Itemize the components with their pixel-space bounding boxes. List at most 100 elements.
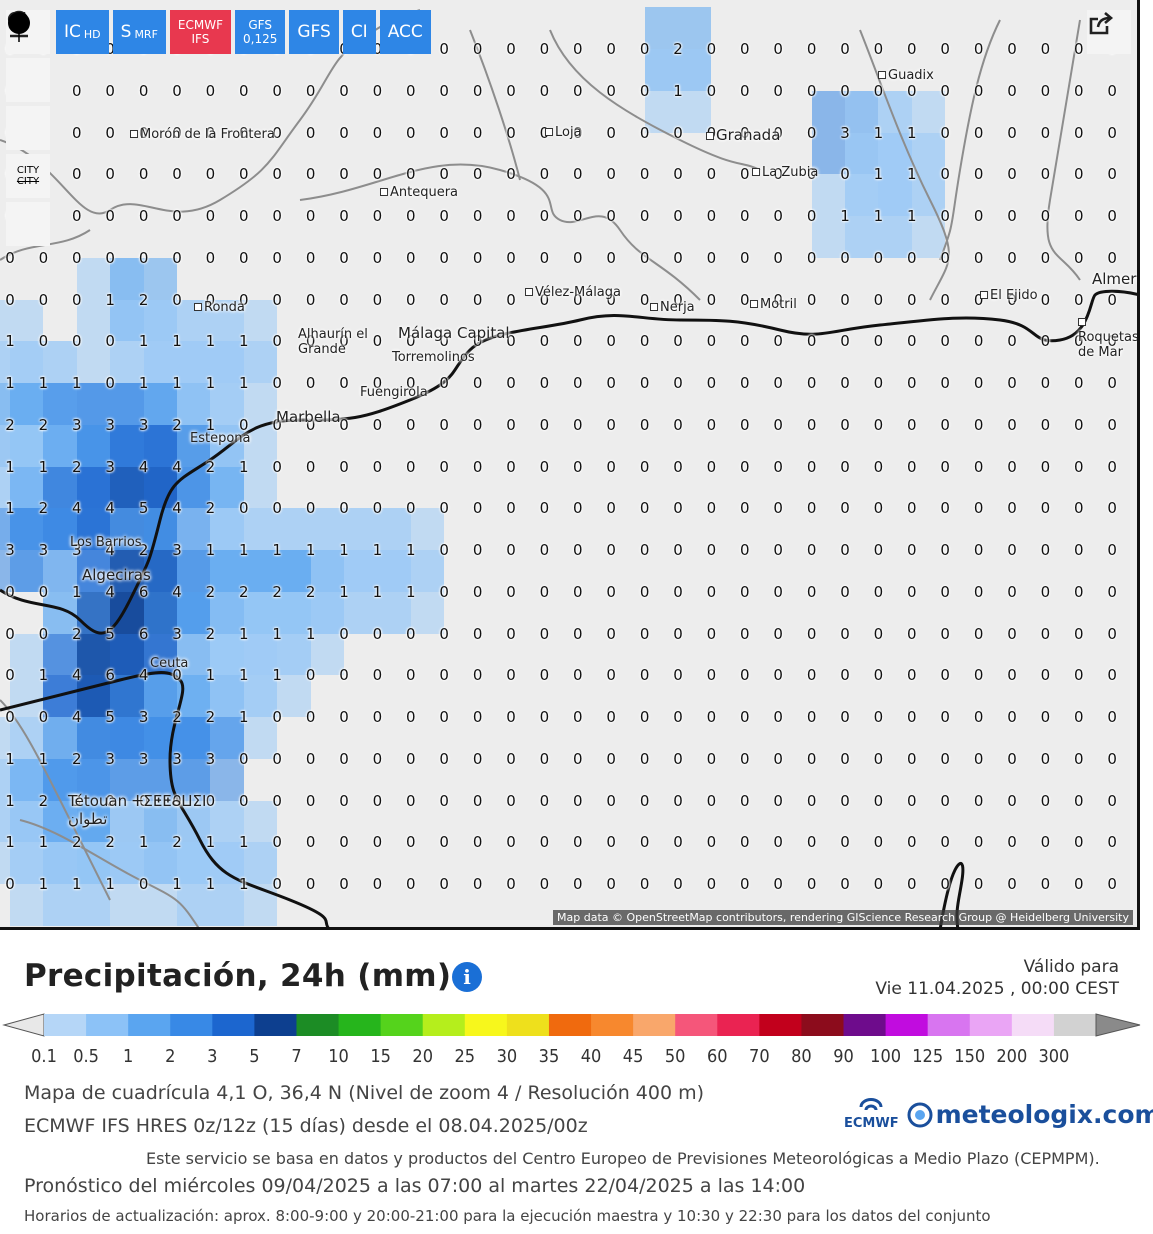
- color-scale: [2, 1013, 1141, 1037]
- grid-value: 0: [1107, 123, 1117, 142]
- grid-value: 0: [1040, 81, 1051, 100]
- grid-value: 0: [639, 415, 650, 434]
- grid-value: 0: [606, 415, 616, 434]
- grid-value: 4: [138, 457, 149, 476]
- grid-value: 0: [472, 207, 483, 225]
- model-button-gfs-0125[interactable]: GFS 0,125: [235, 10, 286, 54]
- scale-label: 100: [870, 1046, 902, 1067]
- grid-value: 0: [506, 207, 516, 225]
- grid-value: 0: [305, 457, 316, 476]
- info-icon[interactable]: i: [452, 962, 482, 992]
- grid-value: 6: [105, 666, 115, 685]
- grid-value: 0: [506, 708, 516, 726]
- grid-value: 0: [940, 541, 950, 559]
- grid-value: 0: [740, 207, 750, 225]
- grid-value: 0: [305, 207, 316, 225]
- update-info: Horarios de actualización: aprox. 8:00-9…: [24, 1207, 991, 1225]
- grid-value: 0: [773, 499, 783, 518]
- grid-value: 0: [506, 332, 516, 351]
- city-toggle-button[interactable]: CITY CITY: [6, 154, 50, 198]
- grid-value: 0: [773, 165, 783, 184]
- grid-value: 0: [840, 165, 850, 184]
- grid-value: 0: [1007, 666, 1017, 685]
- grid-value: 0: [506, 791, 516, 810]
- grid-value: 6: [138, 582, 149, 601]
- grid-value: 0: [506, 541, 516, 559]
- grid-value: 0: [172, 123, 182, 142]
- grid-value: 0: [940, 457, 950, 476]
- grid-value: 1: [38, 666, 49, 685]
- zoom-button[interactable]: [6, 11, 50, 150]
- grid-value: 0: [406, 123, 416, 142]
- model-button-acc[interactable]: ACC: [379, 10, 431, 54]
- grid-value: 2: [205, 457, 216, 476]
- model-button-s-mrf[interactable]: S MRF: [112, 10, 166, 54]
- grid-value: 1: [38, 374, 49, 392]
- model-button-ic-hd[interactable]: IC HD: [56, 10, 109, 54]
- ecmwf-logo[interactable]: ECMWF: [844, 1098, 899, 1131]
- model-button-gfs[interactable]: GFS: [289, 10, 339, 54]
- share-button[interactable]: [1087, 10, 1131, 54]
- grid-value: 1: [305, 541, 316, 559]
- grid-value: 0: [639, 541, 650, 559]
- grid-value: 0: [506, 123, 516, 142]
- grid-info: Mapa de cuadrícula 4,1 O, 36,4 N (Nivel …: [24, 1082, 705, 1104]
- grid-value: 0: [406, 415, 416, 434]
- model-button-ci[interactable]: CI: [342, 10, 376, 54]
- scale-label: 50: [664, 1046, 686, 1067]
- scale-label: 70: [749, 1046, 770, 1067]
- grid-value: 0: [973, 123, 984, 142]
- grid-value: 0: [907, 40, 917, 58]
- grid-value: 0: [406, 248, 416, 267]
- grid-value: 0: [1040, 40, 1051, 58]
- grid-value: 0: [740, 749, 750, 768]
- grid-value: 0: [1007, 708, 1017, 726]
- grid-value: 0: [873, 290, 884, 309]
- grid-value: 1: [406, 582, 416, 601]
- grid-value: 0: [573, 415, 583, 434]
- grid-value: 0: [773, 666, 783, 685]
- meteologix-logo[interactable]: meteologix.com: [907, 1100, 1153, 1129]
- grid-value: 0: [1040, 457, 1051, 476]
- precipitation-map[interactable]: 0 0 0 0 0 0 0 0 0 0 0 0 0 0 0 0 0 0 0 0 2 0 0 0 0 0 0 0 0 0 0 0 0 0 0 0 0 0 0 0…: [0, 0, 1140, 930]
- grid-value: 0: [1074, 123, 1084, 142]
- grid-value: 0: [907, 290, 917, 309]
- grid-value: 0: [573, 123, 583, 142]
- model-button-ecmwf-ifs[interactable]: ECMWF IFS: [169, 10, 231, 54]
- grid-value: 2: [138, 541, 149, 559]
- grid-value: 0: [1007, 541, 1017, 559]
- city-label: Málaga Capital: [398, 324, 510, 342]
- grid-value: 0: [539, 415, 550, 434]
- grid-value: 2: [105, 833, 115, 852]
- grid-value: 0: [773, 248, 783, 267]
- grid-value: 0: [573, 290, 583, 309]
- grid-value: 0: [706, 332, 717, 351]
- grid-value: 0: [1007, 791, 1017, 810]
- location-button[interactable]: [6, 10, 50, 102]
- grid-value: 0: [506, 666, 516, 685]
- scale-swatch: [548, 1014, 592, 1036]
- grid-value: 0: [706, 40, 717, 58]
- grid-value: 0: [673, 833, 683, 852]
- grid-value: 0: [706, 207, 717, 225]
- grid-value: 0: [472, 165, 483, 184]
- grid-value: 0: [1007, 40, 1017, 58]
- grid-value: 0: [1074, 207, 1084, 225]
- grid-value: 2: [305, 582, 316, 601]
- scale-swatch: [801, 1014, 845, 1036]
- grid-value: 0: [439, 248, 449, 267]
- grid-value: 0: [907, 457, 917, 476]
- grid-value: 2: [172, 415, 182, 434]
- grid-value: 3: [105, 415, 115, 434]
- grid-value: 0: [1074, 875, 1084, 893]
- grid-value: 0: [706, 290, 717, 309]
- city-toggle-icon: CITY: [16, 165, 40, 176]
- grid-value: 0: [773, 81, 783, 100]
- grid-value: 3: [840, 123, 850, 142]
- scale-swatch: [969, 1014, 1013, 1036]
- grid-value: 0: [673, 541, 683, 559]
- grid-value: 1: [840, 207, 850, 225]
- marker-button[interactable]: [6, 12, 50, 246]
- grid-value: 0: [372, 666, 383, 685]
- grid-value: 0: [305, 290, 316, 309]
